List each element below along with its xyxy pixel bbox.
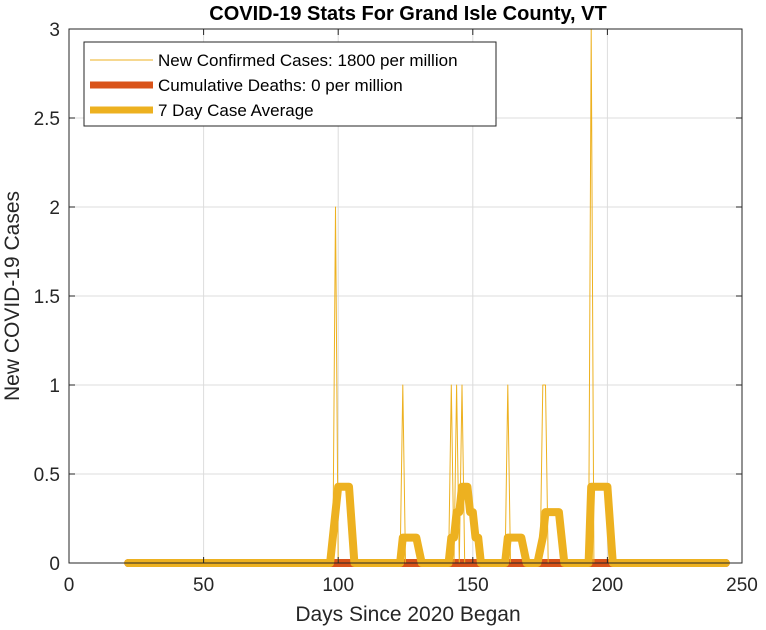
- y-tick-label: 0.5: [34, 465, 60, 486]
- y-axis-title: New COVID-19 Cases: [1, 191, 24, 401]
- x-axis-title: Days Since 2020 Began: [295, 603, 520, 626]
- x-tick-label: 250: [726, 575, 758, 596]
- y-tick-label: 0: [49, 554, 60, 575]
- y-tick-label: 3: [49, 20, 60, 41]
- x-tick-label: 0: [64, 575, 75, 596]
- x-tick-label: 200: [592, 575, 624, 596]
- legend: New Confirmed Cases: 1800 per million Cu…: [83, 41, 497, 127]
- chart-title: COVID-19 Stats For Grand Isle County, VT: [209, 3, 606, 25]
- x-tick-label: 100: [322, 575, 354, 596]
- y-tick-label: 1: [49, 376, 60, 397]
- legend-label-7day-average: 7 Day Case Average: [158, 101, 314, 120]
- y-tick-label: 2: [49, 198, 60, 219]
- legend-label-deaths: Cumulative Deaths: 0 per million: [158, 76, 403, 95]
- legend-label-new-cases: New Confirmed Cases: 1800 per million: [158, 51, 458, 70]
- x-tick-label: 50: [193, 575, 214, 596]
- y-tick-label: 2.5: [34, 109, 60, 130]
- x-tick-label: 150: [457, 575, 489, 596]
- y-tick-label: 1.5: [34, 287, 60, 308]
- axis-ticks: 0 50 100 150 200 250 0 0.5 1 1.5 2 2.5 3: [34, 20, 758, 596]
